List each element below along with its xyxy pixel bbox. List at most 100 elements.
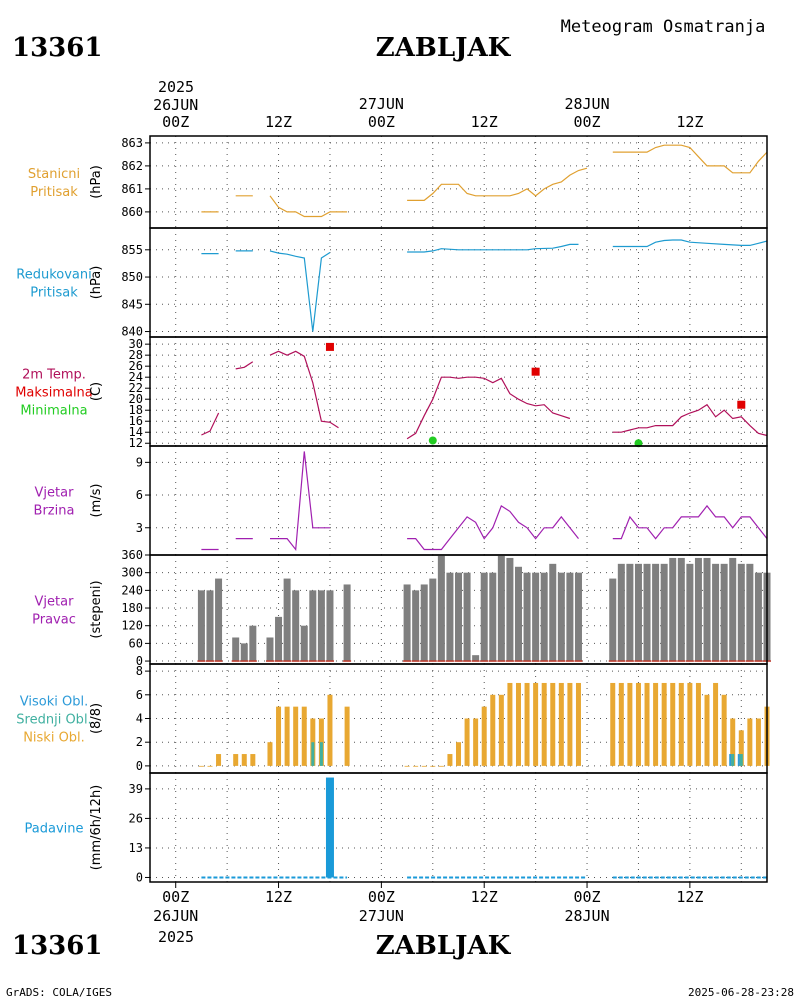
direction-bar (326, 590, 334, 662)
y-tick-label: 240 (121, 583, 143, 597)
y-axis-label: (8/8) (89, 703, 104, 734)
cloud-mid-bar (319, 742, 323, 766)
direction-bar (634, 563, 642, 662)
cloud-low-bar (267, 742, 273, 766)
direction-bar (343, 584, 351, 662)
direction-bar (737, 563, 745, 662)
cloud-low-bar (507, 682, 513, 766)
y-tick-label: 4 (136, 712, 143, 726)
y-tick-label: 0 (136, 654, 143, 668)
direction-bar (677, 557, 685, 662)
y-tick-label: 300 (121, 566, 143, 580)
cloud-low-bar (695, 682, 701, 766)
series-line (406, 376, 571, 440)
cloud-low-bar (498, 694, 504, 766)
cloud-low-bar (456, 742, 461, 766)
cloud-low-bar (541, 682, 547, 766)
panel-label: Vjetar (35, 595, 75, 610)
direction-bar (549, 563, 557, 662)
day-label-bottom: 28JUN (564, 907, 609, 925)
series-line (612, 403, 768, 437)
series-line (269, 250, 331, 332)
y-tick-label: 14 (129, 425, 143, 439)
cloud-low-bar (524, 682, 530, 766)
panel-label: 2m Temp. (22, 368, 86, 383)
cloud-low-bar (276, 706, 282, 766)
cloud-low-bar (575, 682, 581, 766)
y-tick-label: 9 (136, 455, 143, 469)
cloud-low-bar (627, 682, 633, 766)
cloud-low-bar (233, 754, 239, 766)
panel-label: Srednji Obl. (16, 713, 91, 728)
time-tick-top: 00Z (573, 113, 600, 131)
cloud-low-bar (481, 706, 487, 766)
series-line (235, 361, 254, 370)
cloud-low-bar (661, 682, 667, 766)
y-tick-label: 8 (136, 664, 143, 678)
year-bottom: 2025 (158, 928, 194, 946)
panel-frame (149, 227, 768, 338)
direction-bar (437, 555, 445, 662)
direction-bar (197, 590, 205, 662)
time-tick-bottom: 00Z (368, 888, 395, 906)
y-tick-label: 862 (121, 159, 143, 173)
panel-redukovani: 840 845 850 855 Redukovani Pritisak (hPa) (16, 227, 768, 339)
time-tick-top: 12Z (471, 113, 498, 131)
cloud-low-bar (301, 706, 307, 766)
cloud-low-bar (678, 682, 684, 766)
panel-label: Pritisak (30, 185, 78, 200)
cloud-low-bar (438, 765, 444, 767)
y-tick-label: 60 (129, 636, 143, 650)
cloud-low-bar (653, 682, 659, 766)
direction-bar (523, 572, 531, 662)
chart-subtitle: Meteogram Osmatranja (561, 17, 766, 37)
direction-bar (574, 572, 582, 662)
panel-label: Stanicni (28, 167, 80, 182)
y-tick-label: 13 (129, 841, 143, 855)
cloud-low-bar (473, 718, 479, 766)
y-tick-label: 0 (136, 759, 143, 773)
y-tick-label: 360 (121, 548, 143, 562)
panel-frame (149, 772, 768, 883)
y-axis-label: (hPa) (89, 165, 104, 199)
series-line (407, 243, 579, 253)
panel-stanicni: 860 861 862 863 Stanicni Pritisak (hPa) (28, 135, 768, 229)
cloud-mid-bar (731, 754, 735, 766)
direction-bar (489, 572, 497, 662)
direction-bar (754, 572, 762, 662)
cloud-low-bar (618, 682, 624, 766)
tmin-marker (634, 439, 643, 448)
y-tick-label: 840 (121, 325, 143, 339)
cloud-low-bar (250, 754, 256, 766)
y-tick-label: 39 (129, 782, 143, 796)
y-tick-label: 26 (129, 359, 143, 373)
direction-bar (686, 563, 694, 662)
cloud-low-bar (447, 754, 453, 766)
panel-label: Redukovani (16, 268, 91, 283)
y-tick-label: 20 (129, 392, 143, 406)
cloud-low-bar (413, 765, 419, 767)
panel-oblaci: 0 2 4 6 8 Visoki Obl. Srednji Obl. Niski Obl. (8… (16, 663, 770, 774)
direction-bar (532, 572, 540, 662)
day-label-top: 27JUN (359, 95, 404, 113)
y-tick-label: 6 (136, 688, 143, 702)
y-tick-label: 24 (129, 370, 143, 384)
tmin-marker (428, 436, 437, 445)
cloud-low-bar (687, 682, 693, 766)
panel-label: Pravac (32, 613, 76, 628)
cloud-low-bar (721, 694, 727, 766)
cloud-low-bar (704, 694, 710, 766)
station-id-bottom: 13361 (12, 931, 102, 961)
time-tick-top: 00Z (162, 113, 189, 131)
direction-bar (446, 572, 454, 662)
y-tick-label: 3 (136, 521, 143, 535)
direction-bar (309, 590, 317, 662)
direction-bar (412, 590, 420, 662)
day-label-bottom: 26JUN (153, 907, 198, 925)
y-tick-label: 18 (129, 403, 143, 417)
series-line (612, 144, 768, 174)
direction-bar (472, 655, 480, 662)
precip-bar (325, 777, 334, 878)
cloud-low-bar (567, 682, 573, 766)
